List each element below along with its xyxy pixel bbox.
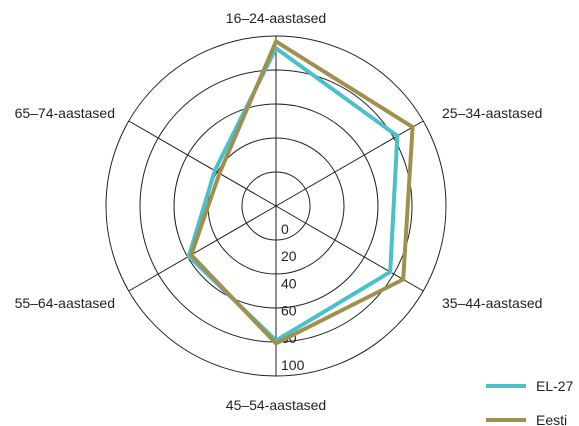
radar-axes	[128, 36, 424, 376]
tick-label: 40	[281, 275, 297, 291]
tick-label: 100	[281, 357, 305, 373]
tick-label: 0	[281, 221, 289, 237]
legend-label: Eesti	[536, 412, 567, 426]
category-label: 16–24-aastased	[226, 10, 326, 26]
category-label: 35–44-aastased	[442, 295, 542, 311]
radar-category-labels: 16–24-aastased 25–34-aastased 35–44-aastas…	[15, 10, 543, 413]
category-label: 25–34-aastased	[442, 105, 542, 121]
legend: EL-27 Eesti	[486, 378, 574, 426]
tick-label: 20	[281, 248, 297, 264]
legend-label: EL-27	[536, 378, 574, 394]
radar-series	[186, 38, 415, 346]
axis-spoke	[128, 205, 277, 292]
category-label: 55–64-aastased	[15, 295, 115, 311]
category-label: 45–54-aastased	[226, 397, 326, 413]
series-line	[188, 38, 415, 346]
tick-label: 60	[281, 303, 297, 319]
axis-spoke	[275, 205, 424, 292]
axis-spoke	[275, 120, 424, 207]
axis-spoke	[128, 120, 277, 207]
category-label: 65–74-aastased	[15, 105, 115, 121]
